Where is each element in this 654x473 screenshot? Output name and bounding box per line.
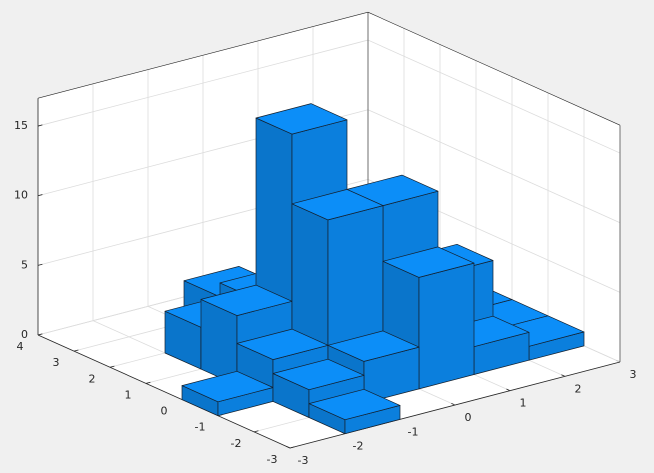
grid-line (367, 109, 621, 224)
x-tick-label: -3 (298, 454, 309, 467)
bar-face-top (181, 370, 274, 403)
y-tick-label: -3 (267, 453, 278, 466)
x-tick-mark (451, 403, 456, 406)
x-tick-label: 3 (630, 368, 637, 381)
y-tick-label: -1 (195, 421, 206, 434)
y-tick-label: 1 (125, 388, 132, 401)
z-tick-label: 0 (21, 328, 28, 341)
y-axis-line (37, 334, 291, 449)
y-tick-mark (145, 381, 151, 384)
x-tick-label: -2 (353, 440, 364, 453)
z-tick-label: 15 (14, 119, 28, 132)
bar-face-front (418, 262, 475, 390)
x-tick-label: 1 (520, 397, 527, 410)
bar-face-top (291, 189, 384, 221)
box-edge (367, 11, 621, 126)
z-tick-mark (37, 333, 43, 336)
bar-face-top (327, 330, 420, 362)
bar-face-top (236, 328, 329, 360)
z-tick-mark (37, 194, 43, 197)
y-tick-mark (253, 430, 259, 433)
grid-line (37, 39, 369, 127)
box-edge (37, 11, 369, 99)
y-tick-label: 4 (17, 340, 24, 353)
z-tick-label: 5 (21, 258, 28, 271)
x-tick-mark (506, 388, 511, 392)
bar-face-top (308, 388, 401, 421)
y-tick-label: 2 (89, 372, 96, 385)
y-tick-mark (109, 365, 115, 368)
z-tick-mark (37, 263, 43, 266)
bar-face-top (382, 246, 475, 278)
bar-face-top (255, 103, 348, 135)
z-tick-mark (37, 124, 43, 127)
z-tick-label: 10 (14, 189, 28, 202)
y-tick-mark (73, 349, 79, 352)
grid-line (367, 39, 621, 154)
bar-face-top (200, 284, 293, 316)
bar-face-top (272, 358, 365, 391)
y-tick-label: 0 (161, 405, 168, 418)
x-tick-mark (561, 374, 566, 377)
bar (181, 370, 274, 417)
x-tick-label: 0 (465, 411, 472, 424)
bar (308, 388, 401, 435)
x-tick-label: -1 (408, 425, 419, 438)
x-tick-label: 2 (575, 382, 582, 395)
y-tick-label: -2 (231, 437, 242, 450)
y-tick-label: 3 (53, 356, 60, 369)
